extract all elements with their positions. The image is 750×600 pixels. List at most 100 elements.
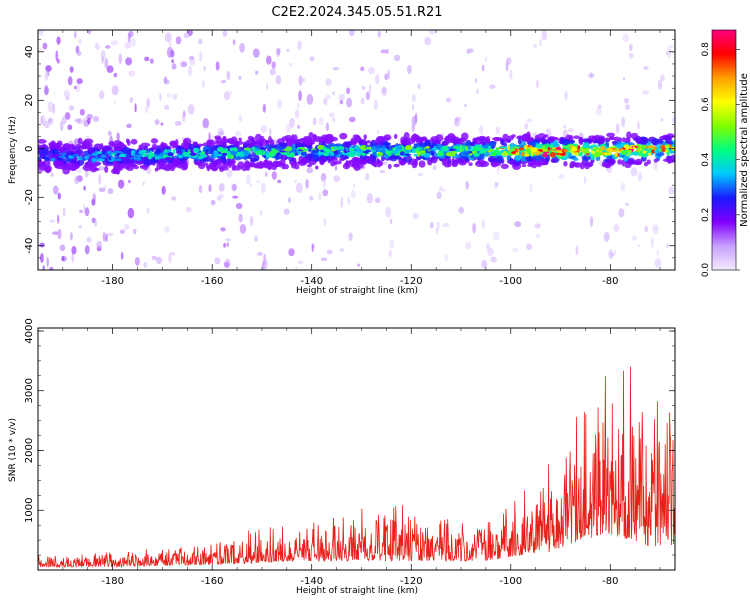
spectrogram-noise-speck [105,233,108,243]
spectrogram-band-core [348,149,354,152]
spectrogram-noise-speck [161,185,166,195]
spectrogram-band-blob [253,142,262,147]
spectrogram-band-blob [264,144,273,150]
spectrogram-band-blob [506,156,511,160]
spectrogram-band-blob [598,136,605,144]
spectrogram-noise-speck [170,252,176,256]
spectrogram-noise-speck [103,184,107,190]
spectrogram-noise-speck [334,164,338,171]
spectrogram-noise-speck [50,172,54,177]
spectrogram-noise-speck [481,64,485,72]
snr-x-tick-label: -140 [300,576,323,587]
spectrogram-band-core [108,156,112,161]
spectrogram-noise-speck [286,48,290,53]
spectrogram-noise-speck [164,104,170,110]
spectrogram-noise-speck [414,112,418,124]
spectrogram-noise-speck [260,209,263,217]
spectrogram-noise-speck [369,83,372,93]
spectrogram-y-ticks: -40 -20 0 20 40 [24,39,675,271]
spectrogram-noise-speck [78,38,83,45]
spectrogram-noise-speck [277,99,283,109]
spectrogram-y-tick-label: -40 [24,238,35,254]
spectrogram-noise-speck [382,161,388,166]
spectrogram-band-core [172,148,176,155]
spectrogram-band-blob [451,160,459,168]
spectrogram-noise-speck [215,61,220,71]
spectrogram-band-core [282,152,290,156]
spectrogram-band-blob [112,160,119,169]
spectrogram-noise-speck [74,118,81,123]
spectrogram-noise-speck [590,72,593,78]
spectrogram-band-core [468,150,473,154]
spectrogram-noise-speck [164,32,172,43]
spectrogram-band-blob [521,164,527,168]
spectrogram-band-blob [82,164,93,172]
spectrogram-band-core [45,157,50,161]
spectrogram-noise-speck [107,130,112,136]
spectrogram-band-core [642,150,647,154]
spectrogram-noise-speck [43,120,50,129]
snr-y-tick-label: 3000 [24,378,35,403]
spectrogram-noise-speck [575,245,579,256]
spectrogram-noise-speck [346,97,353,108]
spectrogram-band-core [138,150,146,155]
spectrogram-band-core [66,150,74,155]
snr-y-ticks: 1000 2000 3000 4000 [24,318,675,571]
spectrogram-band-blob [401,138,411,145]
spectrogram-noise-speck [57,214,60,224]
spectrogram-noise-speck [86,113,93,120]
spectrogram-band-core [356,153,361,157]
spectrogram-band-blob [113,146,123,152]
spectrogram-noise-speck [616,123,620,134]
spectrogram-x-tick-label: -100 [499,276,522,287]
spectrogram-band-core [571,147,578,152]
spectrogram-noise-speck [365,173,370,181]
spectrogram-band-blob [115,167,121,175]
spectrogram-band-blob [78,145,88,150]
spectrogram-y-tick-label: 40 [24,45,35,58]
spectrogram-noise-speck [481,259,488,269]
spectrogram-noise-speck [39,242,45,248]
spectrogram-band-blob [353,162,357,167]
spectrogram-band-core [648,145,654,149]
spectrogram-band-core [84,155,89,160]
spectrogram-band-blob [280,159,286,167]
spectrogram-noise-speck [123,224,130,231]
spectrogram-band-blob [253,163,261,169]
spectrogram-noise-speck [198,184,203,194]
spectrogram-band-core [345,147,349,152]
spectrogram-noise-speck [294,109,300,119]
spectrogram-noise-speck [218,183,225,192]
spectrogram-noise-speck [62,207,66,217]
spectrogram-noise-speck [287,197,292,204]
spectrogram-band-core [182,151,190,157]
spectrogram-band-core [603,152,611,156]
spectrogram-noise-speck [118,53,122,65]
spectrogram-band-blob [635,158,643,166]
spectrogram-band-core [452,145,460,150]
spectrogram-noise-speck [172,93,178,100]
spectrogram-noise-speck [512,247,519,253]
spectrogram-noise-speck [656,250,659,256]
spectrogram-noise-speck [226,90,233,96]
spectrogram-band-blob [419,137,425,141]
spectrogram-band-blob [92,148,101,152]
spectrogram-band-core [590,150,594,155]
spectrogram-noise-speck [132,228,137,235]
spectrogram-noise-speck [98,90,105,100]
spectrogram-noise-speck [660,118,664,122]
spectrogram-band-blob [317,136,325,142]
spectrogram-noise-speck [298,75,303,86]
spectrogram-noise-speck [306,167,314,174]
spectrogram-noise-speck [446,97,452,103]
spectrogram-noise-speck [199,51,203,62]
spectrogram-noise-speck [226,70,231,81]
spectrogram-noise-speck [113,100,116,105]
spectrogram-noise-speck [57,228,62,240]
spectrogram-noise-speck [216,195,222,201]
spectrogram-band-blob [604,137,611,143]
spectrogram-band-core [38,150,41,154]
spectrogram-noise-speck [95,44,101,51]
spectrogram-band-core [490,152,494,156]
spectrogram-band-blob [514,155,522,161]
